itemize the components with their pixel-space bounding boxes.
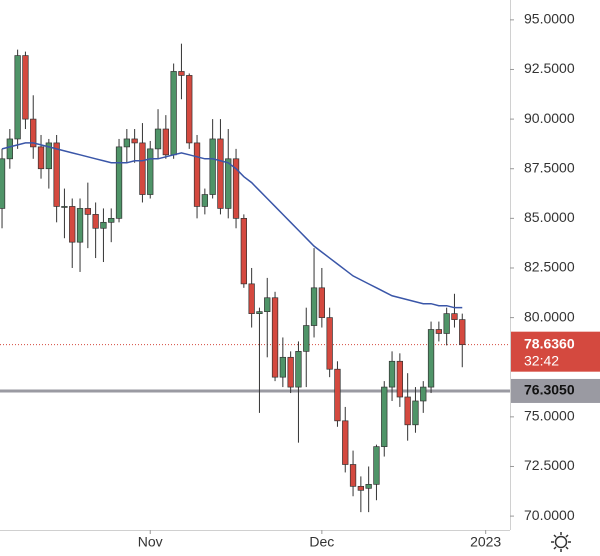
candle-body	[435, 329, 443, 334]
candle-body	[388, 360, 396, 388]
candle-body	[310, 287, 318, 326]
countdown-label: 32:42	[524, 352, 559, 368]
candle-body	[232, 158, 240, 219]
candle-body	[84, 208, 91, 215]
candle-body	[108, 218, 115, 223]
candle-body	[412, 400, 419, 426]
candle-body	[92, 214, 99, 229]
candle-body	[53, 142, 60, 207]
candle-body	[69, 206, 76, 243]
x-tick-label: 2023	[470, 534, 501, 550]
candle-body	[334, 368, 341, 422]
candle-body	[209, 138, 216, 195]
y-tick-label: 75.0000	[524, 408, 575, 424]
candle-body	[451, 313, 458, 320]
candle-body	[115, 146, 123, 219]
candle-body	[6, 138, 13, 160]
y-tick-label: 95.0000	[524, 11, 575, 27]
candle-body	[131, 138, 138, 144]
candle-body	[240, 218, 247, 285]
candle-body	[14, 55, 21, 140]
candle-body	[61, 206, 68, 208]
candle-body	[0, 158, 6, 209]
candle-body	[264, 297, 271, 312]
y-tick-label: 87.5000	[524, 159, 575, 175]
candle-body	[201, 194, 208, 207]
candle-body	[100, 221, 107, 229]
candle-body	[139, 142, 146, 195]
candle-body	[365, 483, 372, 489]
y-tick-label: 82.5000	[524, 259, 575, 275]
candle-body	[349, 464, 357, 487]
candle-body	[22, 55, 29, 120]
y-tick-label: 85.0000	[524, 209, 575, 225]
candle-body	[342, 420, 349, 465]
candle-body	[381, 386, 388, 447]
y-tick-label: 90.0000	[524, 110, 575, 126]
candle-body	[459, 319, 466, 346]
candle-body	[178, 71, 185, 76]
candle-body	[427, 329, 435, 388]
candle-body	[37, 146, 45, 170]
candle-body	[373, 446, 380, 485]
candle-body	[147, 148, 154, 195]
candle-body	[154, 128, 162, 150]
x-tick-label: Dec	[309, 534, 334, 550]
candle-body	[123, 138, 130, 148]
candle-body	[303, 325, 310, 352]
y-tick-label: 92.5000	[524, 60, 575, 76]
y-tick-label: 70.0000	[524, 507, 575, 523]
candle-body	[186, 75, 193, 144]
candle-body	[287, 356, 294, 388]
candle-body	[256, 311, 263, 314]
candle-body	[248, 283, 255, 314]
candle-body	[420, 386, 427, 402]
candle-body	[295, 350, 302, 388]
candle-body	[76, 208, 84, 243]
candle-body	[404, 396, 411, 426]
candle-body	[357, 485, 365, 491]
candle-body	[396, 360, 404, 398]
candle-body	[193, 142, 201, 207]
candle-body	[271, 297, 279, 378]
candle-body	[217, 138, 224, 209]
settings-icon[interactable]	[551, 532, 571, 552]
y-tick-label: 80.0000	[524, 308, 575, 324]
candle-body	[162, 128, 169, 156]
moving-average	[1, 142, 463, 309]
x-tick-label: Nov	[138, 534, 163, 550]
level-label: 76.3050	[524, 382, 575, 398]
candle-body	[443, 313, 450, 334]
last-price-box	[511, 331, 600, 372]
last-price-label: 78.6360	[524, 335, 575, 351]
level-label-box	[511, 378, 600, 403]
candle-body	[45, 142, 52, 170]
candle-body	[318, 287, 326, 318]
candle-body	[30, 118, 37, 148]
candle-body	[326, 317, 333, 370]
candle-body	[170, 71, 177, 156]
candle-body	[279, 356, 286, 378]
y-tick-label: 72.5000	[524, 457, 575, 473]
candle-body	[225, 158, 232, 209]
